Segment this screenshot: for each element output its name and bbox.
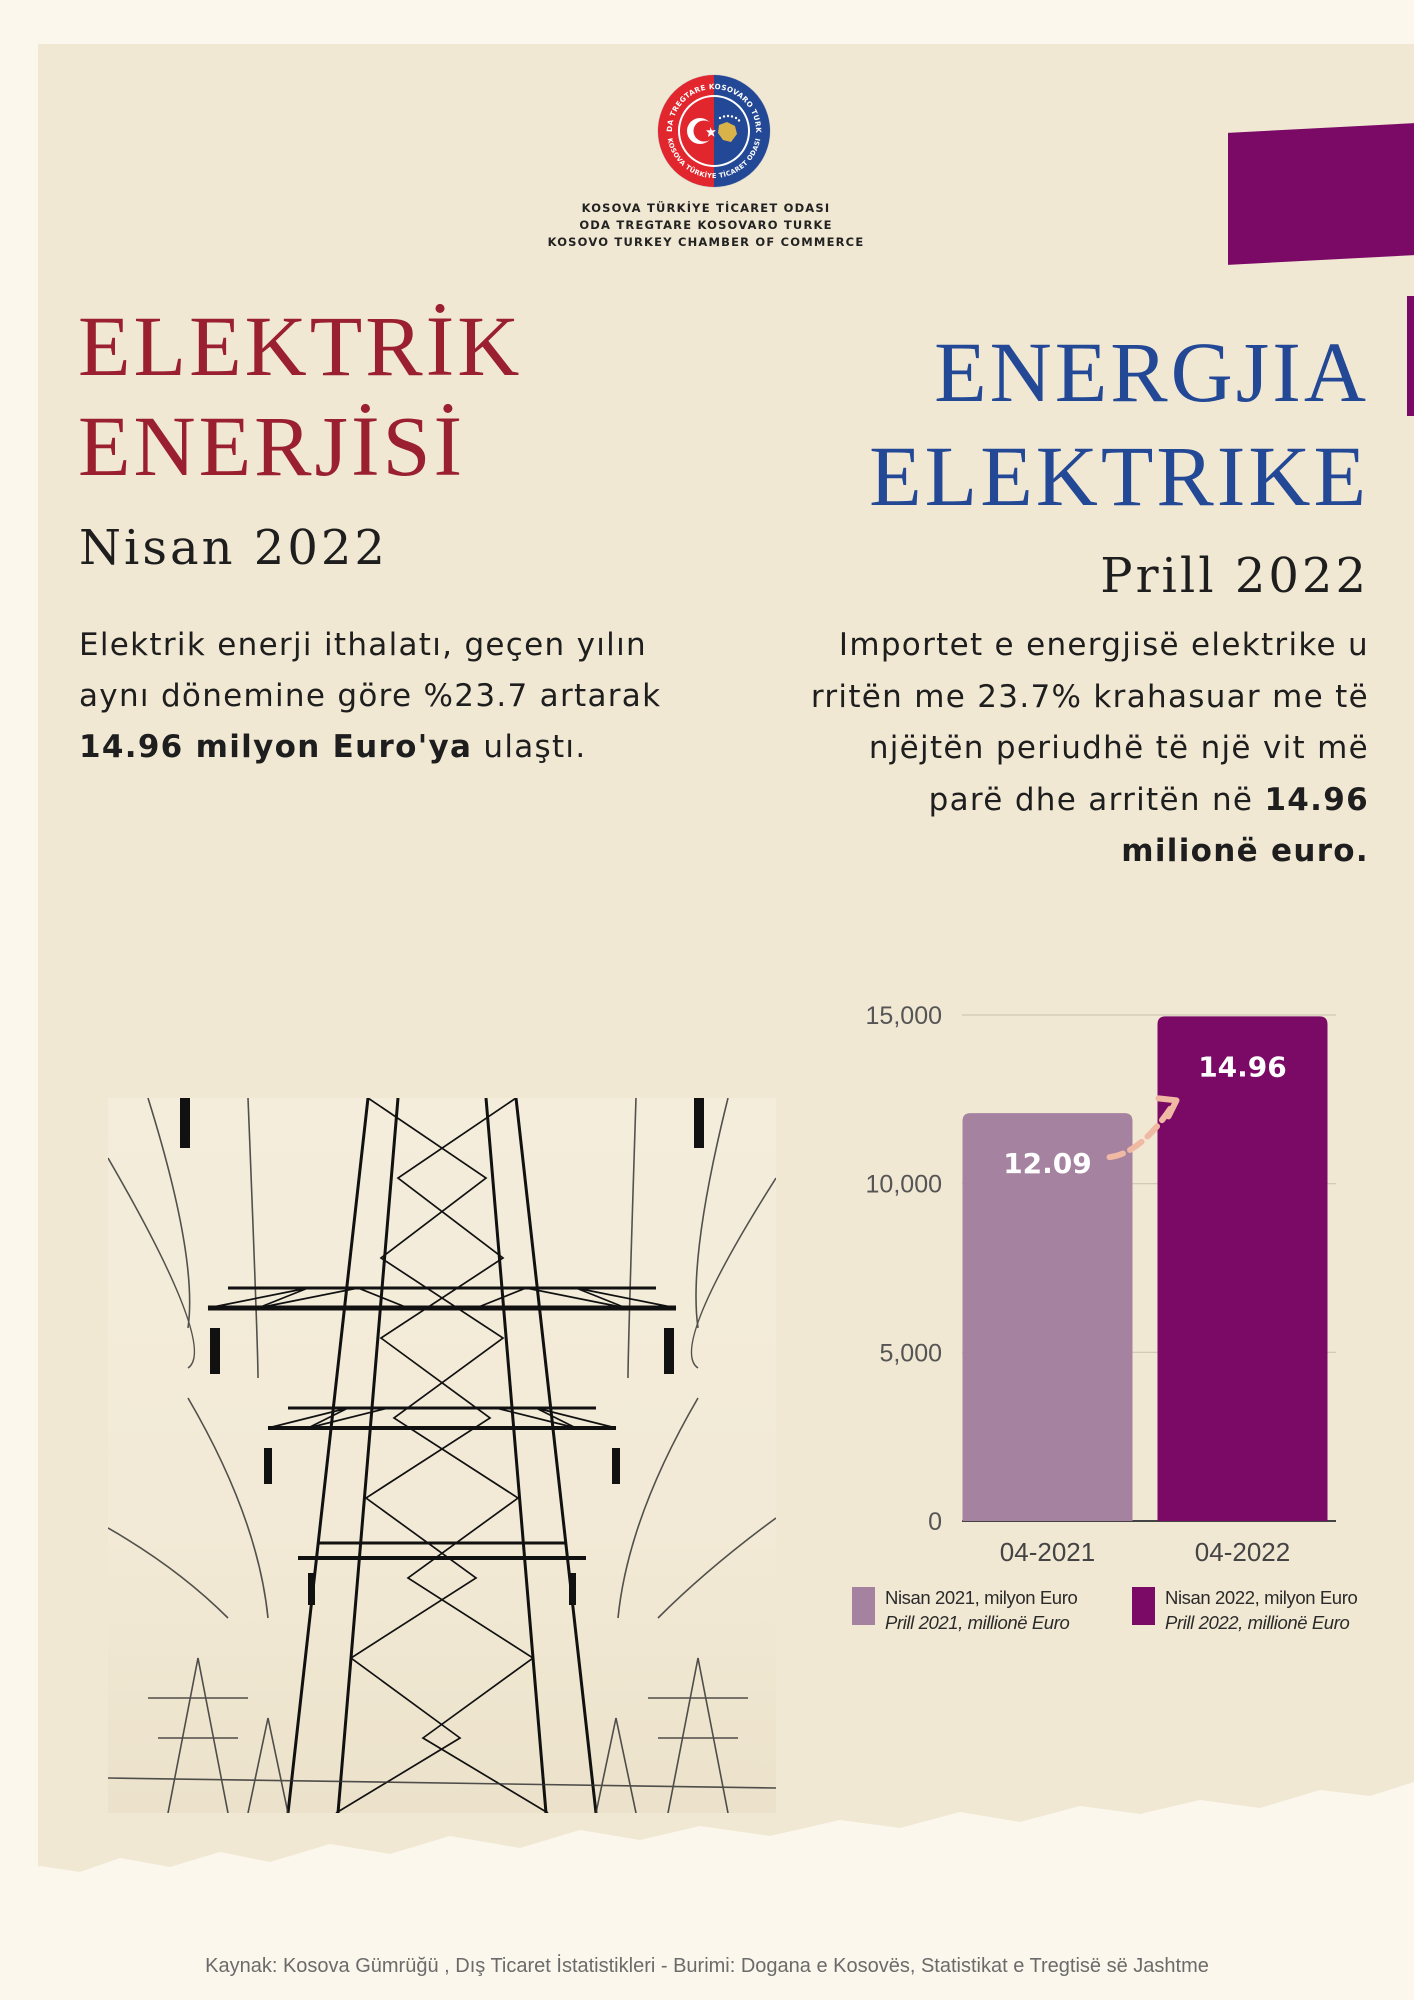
chamber-seal-logo: ODA TREGTARE KOSOVARO TURKE KOSOVA TÜRKİ… (655, 72, 771, 188)
turkish-description-amount: 14.96 milyon Euro'ya (79, 729, 473, 765)
turkish-description-text: Elektrik enerji ithalatı, geçen yılın ay… (79, 627, 662, 714)
albanian-description: Importet e energjisë elektrike u rritën … (809, 620, 1369, 878)
y-tick-label: 10,000 (866, 1171, 942, 1199)
legend-text-2021: Nisan 2021, milyon Euro Prill 2021, mill… (885, 1585, 1078, 1635)
turkish-description: Elektrik enerji ithalatı, geçen yılın ay… (79, 620, 699, 773)
albanian-description-text: Importet e energjisë elektrike u rritën … (810, 627, 1369, 818)
legend-swatch-2021 (852, 1587, 875, 1625)
turkish-title: ELEKTRİK ENERJİSİ (78, 296, 522, 496)
turkish-date: Nisan 2022 (79, 520, 388, 576)
organization-names: KOSOVA TÜRKİYE TİCARET ODASI ODA TREGTAR… (500, 200, 912, 251)
torn-paper-edge (0, 1782, 1414, 2000)
albanian-date: Prill 2022 (1100, 548, 1369, 604)
legend-swatch-2022 (1132, 1587, 1155, 1625)
legend-2021-line2: Prill 2021, millionë Euro (885, 1612, 1070, 1633)
y-tick-label: 5,000 (879, 1339, 942, 1367)
legend-2022-line2: Prill 2022, millionë Euro (1165, 1612, 1350, 1633)
y-tick-label: 15,000 (866, 1002, 942, 1030)
albanian-description-amount: 14.96 milionë euro. (1121, 781, 1369, 870)
growth-arrow-head (1155, 1095, 1180, 1120)
turkish-title-line2: ENERJİSİ (78, 398, 466, 494)
chart-legend: Nisan 2021, milyon Euro Prill 2021, mill… (852, 1585, 1382, 1635)
turkish-title-line1: ELEKTRİK (78, 298, 523, 394)
source-note: Kaynak: Kosova Gümrüğü , Dış Ticaret İst… (205, 1955, 1209, 1977)
bar-04-2022 (1157, 1016, 1328, 1521)
legend-item-2022: Nisan 2022, milyon Euro Prill 2022, mill… (1132, 1585, 1358, 1635)
albanian-title-line1: ENERGJIA (934, 324, 1369, 420)
legend-item-2021: Nisan 2021, milyon Euro Prill 2021, mill… (852, 1585, 1078, 1635)
organization-name-tr: KOSOVA TÜRKİYE TİCARET ODASI (581, 201, 831, 215)
x-category-label: 04-2022 (1195, 1537, 1290, 1567)
x-category-label: 04-2021 (1000, 1537, 1095, 1567)
electricity-pylons-illustration (108, 1098, 776, 1813)
albanian-title-line2: ELEKTRIKE (869, 428, 1369, 524)
bar-data-label: 14.96 (1198, 1050, 1287, 1083)
albanian-title: ENERGJIA ELEKTRIKE (869, 320, 1369, 528)
y-tick-label: 0 (928, 1508, 942, 1536)
legend-2021-line1: Nisan 2021, milyon Euro (885, 1587, 1078, 1608)
imports-bar-chart: 0 5,000 10,000 15,000 12.09 04-2021 14.96 04-20… (866, 1002, 1336, 1567)
organization-name-en: KOSOVO TURKEY CHAMBER OF COMMERCE (547, 235, 865, 249)
legend-2022-line1: Nisan 2022, milyon Euro (1165, 1587, 1358, 1608)
legend-text-2022: Nisan 2022, milyon Euro Prill 2022, mill… (1165, 1585, 1358, 1635)
bar-04-2021 (962, 1113, 1133, 1521)
organization-name-sq: ODA TREGTARE KOSOVARO TURKE (579, 218, 833, 232)
bar-data-label: 12.09 (1003, 1147, 1092, 1180)
decorative-purple-block (1228, 123, 1414, 265)
decorative-purple-strip (1407, 296, 1414, 416)
turkish-description-end: ulaştı. (472, 729, 587, 765)
